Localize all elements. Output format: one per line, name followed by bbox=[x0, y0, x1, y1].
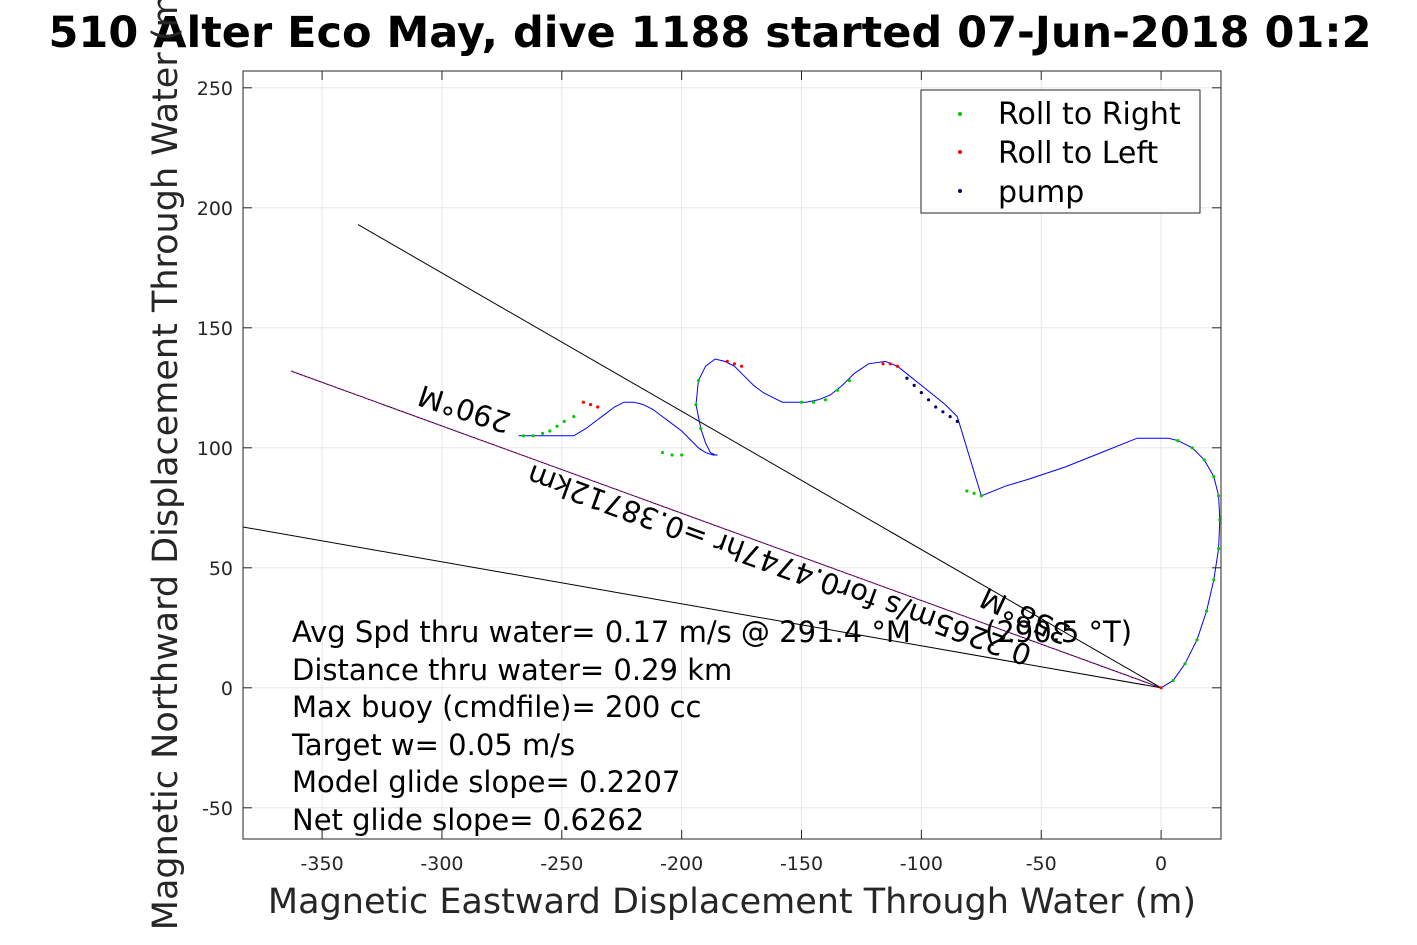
roll-left-point bbox=[596, 405, 600, 409]
pump-point bbox=[926, 398, 931, 402]
roll-right-point bbox=[670, 453, 674, 457]
roll-right-point bbox=[694, 403, 698, 407]
roll-left-point bbox=[732, 362, 736, 366]
roll-left-point bbox=[588, 403, 593, 407]
roll-right-point bbox=[799, 400, 804, 404]
x-tick-label: -50 bbox=[1026, 853, 1057, 875]
legend-marker-roll-left bbox=[958, 150, 962, 154]
x-axis-label: Magnetic Eastward Displacement Through W… bbox=[268, 882, 1196, 922]
x-tick-label: -100 bbox=[900, 853, 943, 875]
roll-right-point bbox=[979, 494, 983, 498]
y-tick-labels: -50 0 50 100 150 200 250 bbox=[197, 78, 233, 820]
roll-right-point bbox=[1217, 494, 1221, 498]
legend-marker-pump bbox=[958, 189, 962, 193]
roll-right-point bbox=[1205, 609, 1209, 613]
x-tick-label: -150 bbox=[780, 853, 823, 875]
roll-right-point bbox=[572, 415, 576, 419]
roll-left-point bbox=[888, 362, 892, 366]
x-tick-label: 0 bbox=[1155, 853, 1167, 875]
roll-points bbox=[521, 359, 1222, 690]
roll-right-point bbox=[521, 434, 526, 438]
pump-point bbox=[905, 376, 909, 380]
y-tick-label: 200 bbox=[197, 198, 233, 220]
pump-point bbox=[912, 383, 916, 387]
roll-left-point bbox=[739, 364, 744, 368]
plot-frame bbox=[242, 70, 1222, 840]
true-heading-label: (290.5 °T) bbox=[985, 615, 1132, 649]
reference-line bbox=[357, 224, 1162, 689]
pump-point bbox=[955, 419, 959, 423]
info-text: Avg Spd thru water= 0.17 m/s @ 291.4 °M … bbox=[291, 615, 1132, 837]
roll-right-point bbox=[696, 379, 701, 383]
reference-line bbox=[242, 526, 1162, 689]
info-line: Avg Spd thru water= 0.17 m/s @ 291.4 °M bbox=[292, 615, 911, 649]
roll-right-point bbox=[965, 489, 969, 493]
roll-right-point bbox=[823, 398, 828, 402]
legend-label-roll-right: Roll to Right bbox=[998, 97, 1181, 132]
roll-right-point bbox=[548, 429, 552, 433]
roll-right-point bbox=[660, 451, 665, 455]
roll-left-point bbox=[581, 400, 585, 404]
roll-right-point bbox=[1195, 638, 1199, 642]
roll-left-point bbox=[881, 362, 885, 366]
x-tick-label: -250 bbox=[540, 853, 583, 875]
reference-line bbox=[290, 370, 1162, 689]
roll-left-point bbox=[1159, 686, 1163, 690]
roll-left-point bbox=[895, 364, 899, 368]
roll-right-point bbox=[1202, 458, 1206, 462]
legend-box bbox=[920, 89, 1201, 214]
roll-right-point bbox=[847, 379, 852, 383]
roll-left-point bbox=[725, 359, 729, 363]
y-tick-label: -50 bbox=[202, 798, 233, 820]
roll-right-point bbox=[555, 424, 559, 428]
legend-marker-roll-right bbox=[958, 112, 962, 116]
roll-right-point bbox=[562, 419, 566, 423]
y-tick-label: 150 bbox=[197, 318, 233, 340]
roll-right-point bbox=[680, 453, 684, 457]
pump-point bbox=[948, 415, 952, 419]
x-tick-label: -350 bbox=[301, 853, 344, 875]
info-line: Target w= 0.05 m/s bbox=[291, 728, 575, 762]
roll-right-point bbox=[1212, 578, 1216, 582]
pump-point bbox=[919, 391, 923, 395]
legend: Roll to Right Roll to Left pump bbox=[920, 89, 1201, 214]
y-tick-label: 250 bbox=[197, 78, 233, 100]
chart-title: 510 Alter Eco May, dive 1188 started 07-… bbox=[48, 8, 1371, 58]
roll-right-point bbox=[1176, 439, 1180, 443]
pump-point bbox=[941, 410, 945, 414]
x-tick-labels: -350 -300 -250 -200 -150 -100 -50 0 bbox=[301, 853, 1168, 875]
roll-right-point bbox=[835, 388, 840, 392]
info-line: Max buoy (cmdfile)= 200 cc bbox=[292, 690, 701, 724]
roll-right-point bbox=[1212, 475, 1216, 479]
roll-right-point bbox=[811, 400, 816, 404]
reference-lines bbox=[242, 224, 1162, 689]
roll-right-point bbox=[699, 427, 703, 431]
info-line: Net glide slope= 0.6262 bbox=[292, 803, 644, 837]
x-tick-label: -200 bbox=[660, 853, 703, 875]
info-line: Model glide slope= 0.2207 bbox=[292, 765, 680, 799]
pump-point bbox=[934, 405, 938, 409]
roll-right-point bbox=[1190, 446, 1194, 450]
roll-right-point bbox=[1183, 662, 1187, 666]
y-tick-label: 50 bbox=[209, 558, 233, 580]
legend-label-pump: pump bbox=[998, 175, 1084, 210]
legend-label-roll-left: Roll to Left bbox=[998, 136, 1158, 171]
roll-right-point bbox=[541, 431, 545, 435]
x-tick-label: -300 bbox=[420, 853, 463, 875]
roll-right-point bbox=[972, 491, 976, 495]
roll-right-point bbox=[1171, 679, 1175, 683]
roll-right-point bbox=[1217, 547, 1221, 551]
y-axis-label: Magnetic Northward Displacement Through … bbox=[146, 0, 186, 930]
y-tick-label: 0 bbox=[221, 678, 233, 700]
roll-right-point bbox=[531, 434, 535, 438]
y-tick-label: 100 bbox=[197, 438, 233, 460]
info-line: Distance thru water= 0.29 km bbox=[292, 653, 732, 687]
